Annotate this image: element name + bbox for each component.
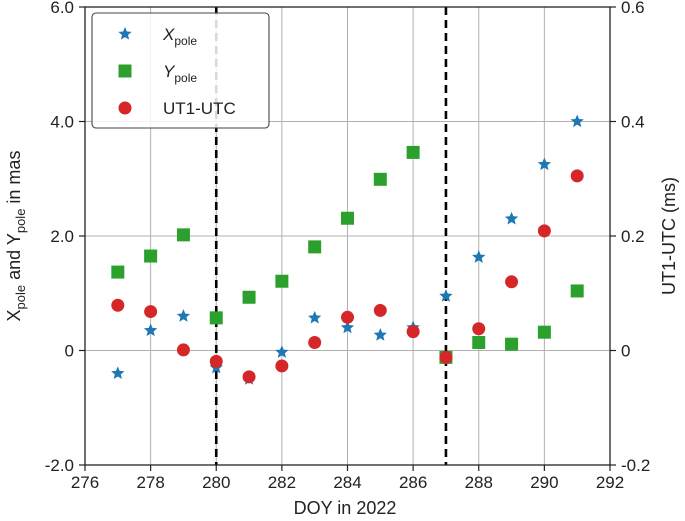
ypole-point — [111, 265, 125, 279]
legend-marker-xpole — [118, 27, 132, 40]
ut1utc-point — [275, 359, 289, 373]
xpole-point — [472, 250, 486, 263]
ypole-point — [570, 284, 584, 298]
y-left-tick-label: 6.0 — [50, 0, 74, 17]
ypole-point — [537, 325, 551, 339]
ut1utc-point — [570, 169, 584, 183]
legend-marker-ut1utc — [118, 101, 132, 115]
x-tick-label: 288 — [465, 473, 493, 492]
y-axis-left-label-part: X — [4, 309, 24, 321]
ticks: 276 278 280 282 284 286 288 290 292 -2.0 0 2.0 4.0 6.… — [45, 0, 651, 492]
y-axis-left-label-part: pole — [13, 285, 28, 310]
y-axis-left-label-part: and Y — [4, 233, 24, 285]
ypole-point — [406, 145, 420, 159]
ut1utc-point — [242, 370, 256, 384]
y-right-tick-label: 0.2 — [621, 227, 645, 246]
data-marks — [111, 114, 584, 385]
y-left-tick-label: -2.0 — [45, 456, 74, 475]
ypole-point — [341, 211, 354, 225]
xpole-point — [308, 310, 322, 324]
xpole-point — [570, 114, 584, 128]
ut1utc-point — [472, 322, 486, 336]
xpole-point — [275, 345, 289, 358]
legend-label-main: X — [162, 25, 175, 44]
x-tick-label: 286 — [399, 473, 427, 492]
xpole-point — [340, 320, 355, 334]
ypole-point — [373, 172, 387, 186]
x-tick-label: 280 — [202, 473, 230, 492]
legend-box — [91, 12, 270, 129]
legend-label-ypole: Ypole — [163, 62, 197, 85]
ut1utc-point — [537, 224, 551, 238]
y-right-tick-label: 0 — [621, 342, 630, 361]
ypole-point — [144, 249, 158, 263]
y-axis-left-label: Xpole and Ypole in mas — [4, 151, 28, 322]
xpole-point — [176, 309, 191, 322]
ut1utc-point — [111, 298, 125, 312]
ut1utc-point — [373, 303, 387, 317]
ut1utc-point — [144, 305, 158, 319]
ut1utc-point — [439, 350, 453, 364]
xpole-point — [373, 328, 387, 341]
ut1utc-point — [209, 354, 223, 368]
legend-marker-ypole — [118, 64, 132, 78]
x-tick-label: 292 — [596, 473, 624, 492]
ut1utc-point — [505, 275, 519, 289]
y-axis-right-label: UT1-UTC (ms) — [659, 177, 679, 295]
y-right-tick-label: 0.6 — [621, 0, 645, 17]
x-axis-label: DOY in 2022 — [294, 498, 397, 518]
ut1utc-point — [406, 325, 420, 339]
xpole-point — [439, 289, 453, 302]
ut1utc-point — [308, 335, 322, 349]
legend-label-ut1utc: UT1-UTC — [163, 99, 236, 118]
legend-label-sub: pole — [174, 71, 197, 85]
x-tick-label: 282 — [268, 473, 296, 492]
x-tick-label: 276 — [71, 473, 99, 492]
ypole-point — [275, 274, 289, 288]
y-axis-left-label-part: pole — [13, 209, 28, 234]
y-left-tick-label: 2.0 — [50, 227, 74, 246]
ypole-point — [242, 290, 256, 304]
y-axis-left-label-part: in mas — [4, 151, 24, 209]
ut1utc-point — [341, 310, 354, 324]
ut1utc-point — [176, 343, 190, 357]
legend-label-main: UT1-UTC — [163, 99, 236, 118]
ypole-point — [505, 337, 519, 351]
y-right-tick-label: 0.4 — [621, 113, 645, 132]
x-tick-label: 290 — [530, 473, 558, 492]
ypole-point — [308, 240, 322, 254]
y-left-tick-label: 4.0 — [50, 113, 74, 132]
legend-label-sub: pole — [174, 34, 197, 48]
xpole-point — [537, 157, 552, 171]
xpole-point — [143, 323, 158, 337]
y-right-tick-label: -0.2 — [621, 456, 650, 475]
x-tick-label: 278 — [136, 473, 164, 492]
xpole-point — [504, 211, 519, 225]
ypole-point — [176, 228, 190, 242]
ypole-point — [472, 335, 486, 349]
xpole-point — [111, 366, 125, 380]
y-left-tick-label: 0 — [65, 342, 74, 361]
legend-label-main: Y — [163, 62, 176, 81]
legend-label-xpole: Xpole — [162, 25, 197, 48]
reference-lines — [214, 7, 448, 465]
x-tick-label: 284 — [333, 473, 361, 492]
ypole-point — [209, 311, 223, 325]
